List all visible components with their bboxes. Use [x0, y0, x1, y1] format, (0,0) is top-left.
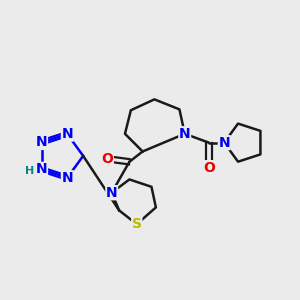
Text: N: N: [36, 162, 47, 176]
Text: N: N: [218, 136, 230, 150]
Text: O: O: [101, 152, 113, 166]
Text: N: N: [61, 127, 73, 141]
Text: H: H: [25, 166, 34, 176]
Text: N: N: [179, 127, 190, 141]
Text: N: N: [61, 171, 73, 185]
Text: O: O: [203, 161, 215, 175]
Text: S: S: [132, 217, 142, 231]
Text: N: N: [36, 135, 47, 149]
Text: N: N: [106, 186, 118, 200]
